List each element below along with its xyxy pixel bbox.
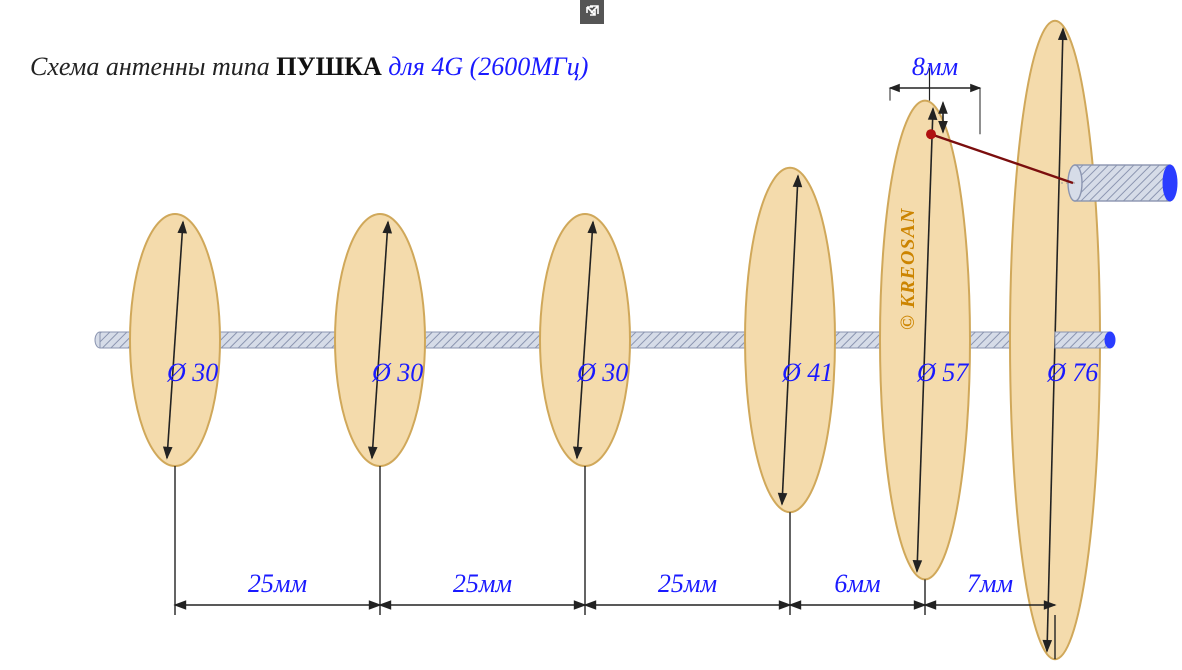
spacing-label: 25мм — [658, 569, 717, 599]
credit: © KREOSAN — [897, 208, 920, 330]
spacing-label: 6мм — [834, 569, 880, 599]
cable-cap — [1163, 165, 1177, 201]
spacing-label: 25мм — [248, 569, 307, 599]
diameter-label: Ø 30 — [372, 358, 423, 388]
diameter-label: Ø 30 — [167, 358, 218, 388]
spacing-label: 25мм — [453, 569, 512, 599]
diameter-label: Ø 41 — [782, 358, 833, 388]
diameter-label: Ø 30 — [577, 358, 628, 388]
spacing-label: 7мм — [967, 569, 1013, 599]
feed-offset-label: 8мм — [912, 52, 958, 82]
diameter-label: Ø 76 — [1047, 358, 1098, 388]
rod-segment — [1055, 332, 1110, 348]
feed-cable — [1075, 165, 1170, 201]
diameter-label: Ø 57 — [917, 358, 968, 388]
feed-point — [926, 129, 936, 139]
